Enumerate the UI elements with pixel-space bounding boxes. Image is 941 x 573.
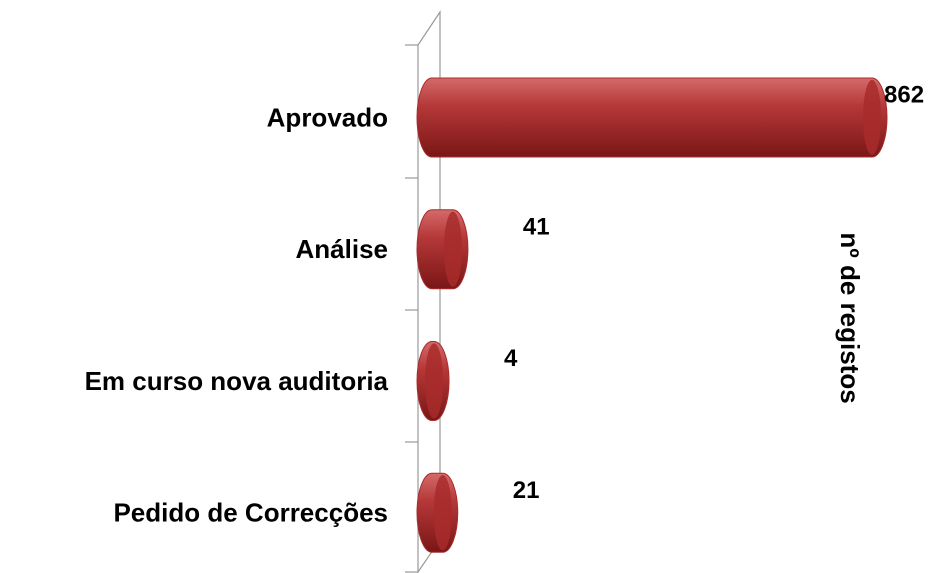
value-label: 41 xyxy=(523,213,550,240)
value-label: 862 xyxy=(884,82,924,109)
bar-cap xyxy=(863,79,881,156)
value-label: 21 xyxy=(513,477,540,504)
bar-cap xyxy=(425,343,444,419)
bar-cap xyxy=(433,475,452,551)
category-label: Aprovado xyxy=(267,102,388,132)
bar-cap xyxy=(443,211,462,287)
value-label: 4 xyxy=(504,345,518,372)
series-name: nº de registos xyxy=(835,232,865,403)
category-label: Em curso nova auditoria xyxy=(85,366,389,396)
category-label: Análise xyxy=(296,234,389,264)
category-label: Pedido de Correcções xyxy=(113,498,388,528)
bar xyxy=(416,77,888,158)
